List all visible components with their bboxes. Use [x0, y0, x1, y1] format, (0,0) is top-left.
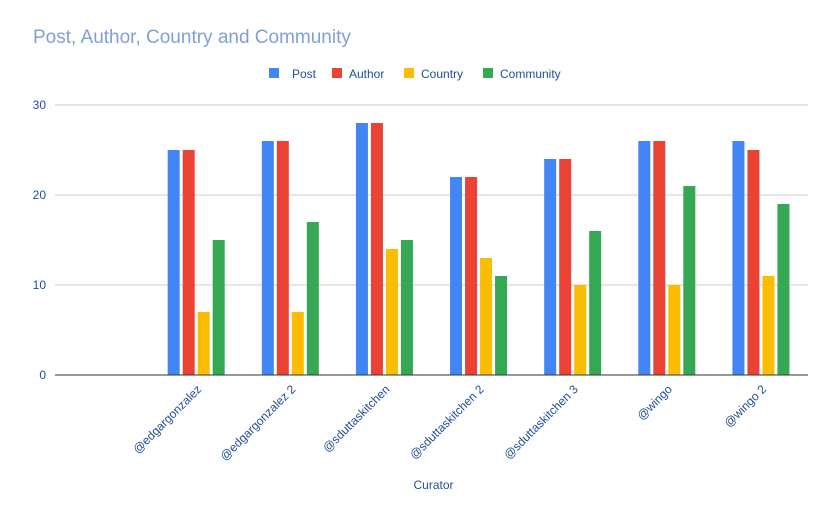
bar-author — [182, 150, 195, 375]
bar-country — [291, 312, 304, 375]
bar-author — [747, 150, 760, 375]
bar-community — [212, 240, 225, 375]
y-tick-label: 30 — [33, 98, 47, 112]
x-tick-label: @wingo — [634, 382, 675, 423]
legend-label-post: Post — [292, 67, 317, 81]
bar-post — [450, 177, 463, 375]
legend-label-author: Author — [349, 67, 384, 81]
gridlines — [55, 104, 808, 286]
bar-country — [574, 285, 587, 375]
bar-post — [638, 141, 651, 375]
legend: Post Author Country Community — [269, 67, 561, 81]
legend-label-community: Community — [500, 67, 561, 81]
bar-community — [683, 186, 696, 375]
legend-swatch-post — [269, 68, 279, 78]
bar-author — [276, 141, 289, 375]
bar-country — [385, 249, 398, 375]
x-tick-label: @edgargonzalez — [130, 382, 204, 456]
x-axis-title: Curator — [413, 478, 453, 492]
x-tick-label: @sduttaskitchen 2 — [407, 382, 487, 462]
bar-author — [559, 159, 572, 375]
bar-country — [762, 276, 775, 375]
bar-author — [653, 141, 666, 375]
bar-post — [355, 123, 368, 375]
y-tick-label: 0 — [39, 368, 46, 382]
bar-community — [495, 276, 508, 375]
legend-swatch-author — [332, 68, 342, 78]
x-tick-label: @sduttaskitchen — [320, 382, 393, 455]
bar-post — [261, 141, 274, 375]
bar-community — [400, 240, 413, 375]
legend-swatch-community — [483, 68, 493, 78]
legend-label-country: Country — [421, 67, 463, 81]
y-tick-label: 10 — [33, 278, 47, 292]
bar-post — [544, 159, 557, 375]
bar-author — [465, 177, 478, 375]
bar-community — [589, 231, 602, 375]
bars — [167, 123, 790, 375]
x-tick-label: @sduttaskitchen 3 — [501, 382, 581, 462]
x-tick-label: @wingo 2 — [721, 382, 769, 430]
bar-community — [306, 222, 319, 375]
bar-post — [732, 141, 745, 375]
bar-country — [197, 312, 210, 375]
bar-community — [777, 204, 790, 375]
bar-country — [668, 285, 681, 375]
y-tick-label: 20 — [33, 188, 47, 202]
x-tick-label: @edgargonzalez 2 — [217, 382, 298, 463]
bar-post — [167, 150, 180, 375]
chart-title: Post, Author, Country and Community — [33, 27, 351, 48]
bar-country — [480, 258, 493, 375]
bar-author — [370, 123, 383, 375]
legend-swatch-country — [404, 68, 414, 78]
